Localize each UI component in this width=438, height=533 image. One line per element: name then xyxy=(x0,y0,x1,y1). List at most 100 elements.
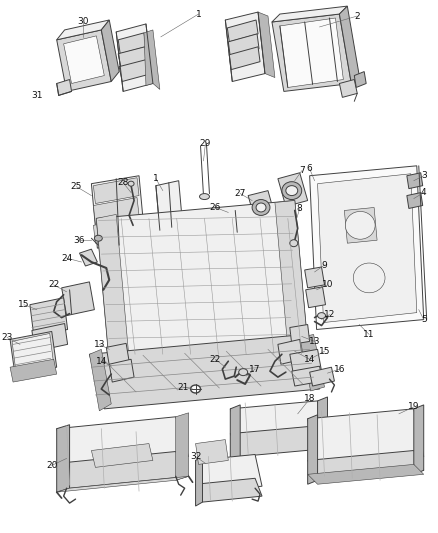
Ellipse shape xyxy=(191,385,201,393)
Polygon shape xyxy=(57,417,189,469)
Polygon shape xyxy=(307,415,318,484)
Polygon shape xyxy=(32,324,67,351)
Text: 22: 22 xyxy=(210,355,221,364)
Polygon shape xyxy=(280,18,343,87)
Text: 26: 26 xyxy=(210,203,221,212)
Polygon shape xyxy=(229,47,260,70)
Polygon shape xyxy=(195,456,202,506)
Polygon shape xyxy=(118,47,147,69)
Polygon shape xyxy=(116,24,153,92)
Polygon shape xyxy=(306,287,325,308)
Polygon shape xyxy=(272,6,347,22)
Polygon shape xyxy=(272,14,351,92)
Polygon shape xyxy=(93,177,139,204)
Ellipse shape xyxy=(256,203,266,212)
Polygon shape xyxy=(195,455,262,492)
Polygon shape xyxy=(89,334,320,409)
Polygon shape xyxy=(278,173,307,206)
Text: 28: 28 xyxy=(117,178,129,187)
Text: 17: 17 xyxy=(249,365,261,374)
Polygon shape xyxy=(354,71,366,87)
Text: 15: 15 xyxy=(319,347,330,356)
Ellipse shape xyxy=(128,181,134,186)
Polygon shape xyxy=(62,282,94,316)
Polygon shape xyxy=(414,405,424,474)
Ellipse shape xyxy=(318,313,325,319)
Polygon shape xyxy=(278,340,303,364)
Text: 13: 13 xyxy=(309,337,320,346)
Polygon shape xyxy=(156,181,183,230)
Polygon shape xyxy=(290,349,321,376)
Text: 7: 7 xyxy=(299,166,304,175)
Polygon shape xyxy=(80,249,97,266)
Polygon shape xyxy=(195,440,228,464)
Text: 14: 14 xyxy=(304,355,315,364)
Ellipse shape xyxy=(286,185,298,196)
Ellipse shape xyxy=(282,182,302,199)
Polygon shape xyxy=(101,20,119,82)
Text: 25: 25 xyxy=(71,182,82,191)
Polygon shape xyxy=(258,12,275,77)
Text: 6: 6 xyxy=(307,164,313,173)
Polygon shape xyxy=(96,214,129,362)
Text: 12: 12 xyxy=(324,310,335,319)
Polygon shape xyxy=(57,30,111,92)
Polygon shape xyxy=(344,207,377,243)
Polygon shape xyxy=(10,332,57,375)
Text: 11: 11 xyxy=(364,330,375,339)
Polygon shape xyxy=(310,367,335,386)
Text: 8: 8 xyxy=(297,204,303,213)
Polygon shape xyxy=(228,34,259,56)
Polygon shape xyxy=(93,198,139,223)
Polygon shape xyxy=(275,200,307,348)
Text: 10: 10 xyxy=(322,280,333,289)
Polygon shape xyxy=(144,30,160,90)
Polygon shape xyxy=(307,409,424,466)
Text: 18: 18 xyxy=(304,394,315,403)
Text: 30: 30 xyxy=(78,18,89,27)
Text: 21: 21 xyxy=(177,383,188,392)
Polygon shape xyxy=(92,443,153,467)
Text: 16: 16 xyxy=(334,365,345,374)
Polygon shape xyxy=(176,413,189,480)
Polygon shape xyxy=(64,36,104,84)
Ellipse shape xyxy=(94,235,102,241)
Text: 23: 23 xyxy=(1,333,13,342)
Text: 31: 31 xyxy=(31,91,42,100)
Polygon shape xyxy=(119,60,148,82)
Ellipse shape xyxy=(290,240,298,247)
Ellipse shape xyxy=(353,263,385,293)
Ellipse shape xyxy=(200,193,209,199)
Polygon shape xyxy=(57,477,189,492)
Polygon shape xyxy=(106,343,129,365)
Ellipse shape xyxy=(345,212,375,239)
Polygon shape xyxy=(93,217,139,243)
Polygon shape xyxy=(57,425,70,492)
Polygon shape xyxy=(230,405,240,461)
Polygon shape xyxy=(407,192,423,208)
Polygon shape xyxy=(318,174,417,322)
Polygon shape xyxy=(118,33,146,54)
Text: 27: 27 xyxy=(234,189,246,198)
Text: 3: 3 xyxy=(421,171,427,180)
Text: 2: 2 xyxy=(354,12,360,21)
Polygon shape xyxy=(310,166,424,329)
Text: 15: 15 xyxy=(18,300,30,309)
Text: 24: 24 xyxy=(61,254,72,263)
Polygon shape xyxy=(339,6,359,84)
Ellipse shape xyxy=(252,199,270,215)
Text: 1: 1 xyxy=(153,174,159,183)
Polygon shape xyxy=(225,12,265,82)
Text: 29: 29 xyxy=(200,139,211,148)
Polygon shape xyxy=(305,267,325,288)
Text: 32: 32 xyxy=(190,452,201,461)
Text: 19: 19 xyxy=(408,402,420,411)
Polygon shape xyxy=(230,426,328,456)
Text: 36: 36 xyxy=(74,236,85,245)
Polygon shape xyxy=(92,176,145,248)
Polygon shape xyxy=(30,298,67,336)
Ellipse shape xyxy=(239,369,247,376)
Polygon shape xyxy=(300,334,325,391)
Polygon shape xyxy=(89,349,111,411)
Polygon shape xyxy=(57,79,71,95)
